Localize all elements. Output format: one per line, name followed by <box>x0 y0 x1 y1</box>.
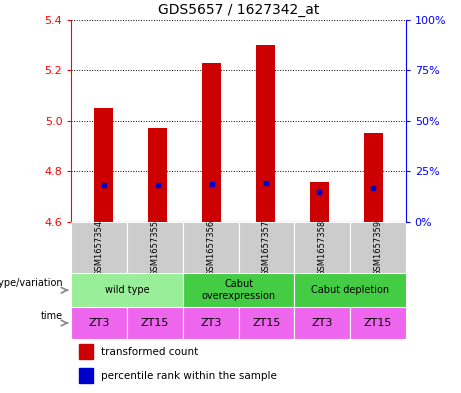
Text: ZT15: ZT15 <box>141 318 169 328</box>
Text: ZT3: ZT3 <box>89 318 110 328</box>
Bar <box>95 108 113 222</box>
Bar <box>148 129 167 222</box>
Bar <box>294 273 406 307</box>
Bar <box>239 222 294 273</box>
Bar <box>79 344 93 359</box>
Text: Cabut
overexpression: Cabut overexpression <box>201 279 276 301</box>
Bar <box>364 134 383 222</box>
Text: ZT15: ZT15 <box>364 318 392 328</box>
Bar <box>202 62 221 222</box>
Bar <box>350 307 406 339</box>
Text: transformed count: transformed count <box>100 347 198 357</box>
Bar <box>350 222 406 273</box>
Text: ZT3: ZT3 <box>312 318 333 328</box>
Bar <box>71 273 183 307</box>
Bar <box>79 368 93 383</box>
Text: ZT15: ZT15 <box>252 318 281 328</box>
Text: GSM1657359: GSM1657359 <box>373 220 382 275</box>
Text: GSM1657354: GSM1657354 <box>95 220 104 275</box>
Bar <box>71 222 127 273</box>
Title: GDS5657 / 1627342_at: GDS5657 / 1627342_at <box>158 3 319 17</box>
Bar <box>71 307 127 339</box>
Bar <box>239 307 294 339</box>
Text: GSM1657358: GSM1657358 <box>318 219 327 276</box>
Text: Cabut depletion: Cabut depletion <box>311 285 389 295</box>
Bar <box>256 45 275 222</box>
Bar <box>183 307 238 339</box>
Text: GSM1657357: GSM1657357 <box>262 219 271 276</box>
Text: genotype/variation: genotype/variation <box>0 278 63 288</box>
Text: ZT3: ZT3 <box>200 318 221 328</box>
Text: wild type: wild type <box>105 285 149 295</box>
Bar <box>310 182 329 222</box>
Bar <box>183 273 294 307</box>
Text: percentile rank within the sample: percentile rank within the sample <box>100 371 277 381</box>
Bar <box>127 307 183 339</box>
Text: GSM1657355: GSM1657355 <box>150 220 160 275</box>
Bar <box>127 222 183 273</box>
Text: time: time <box>41 311 63 321</box>
Text: GSM1657356: GSM1657356 <box>206 219 215 276</box>
Bar <box>294 307 350 339</box>
Bar <box>183 222 238 273</box>
Bar <box>294 222 350 273</box>
